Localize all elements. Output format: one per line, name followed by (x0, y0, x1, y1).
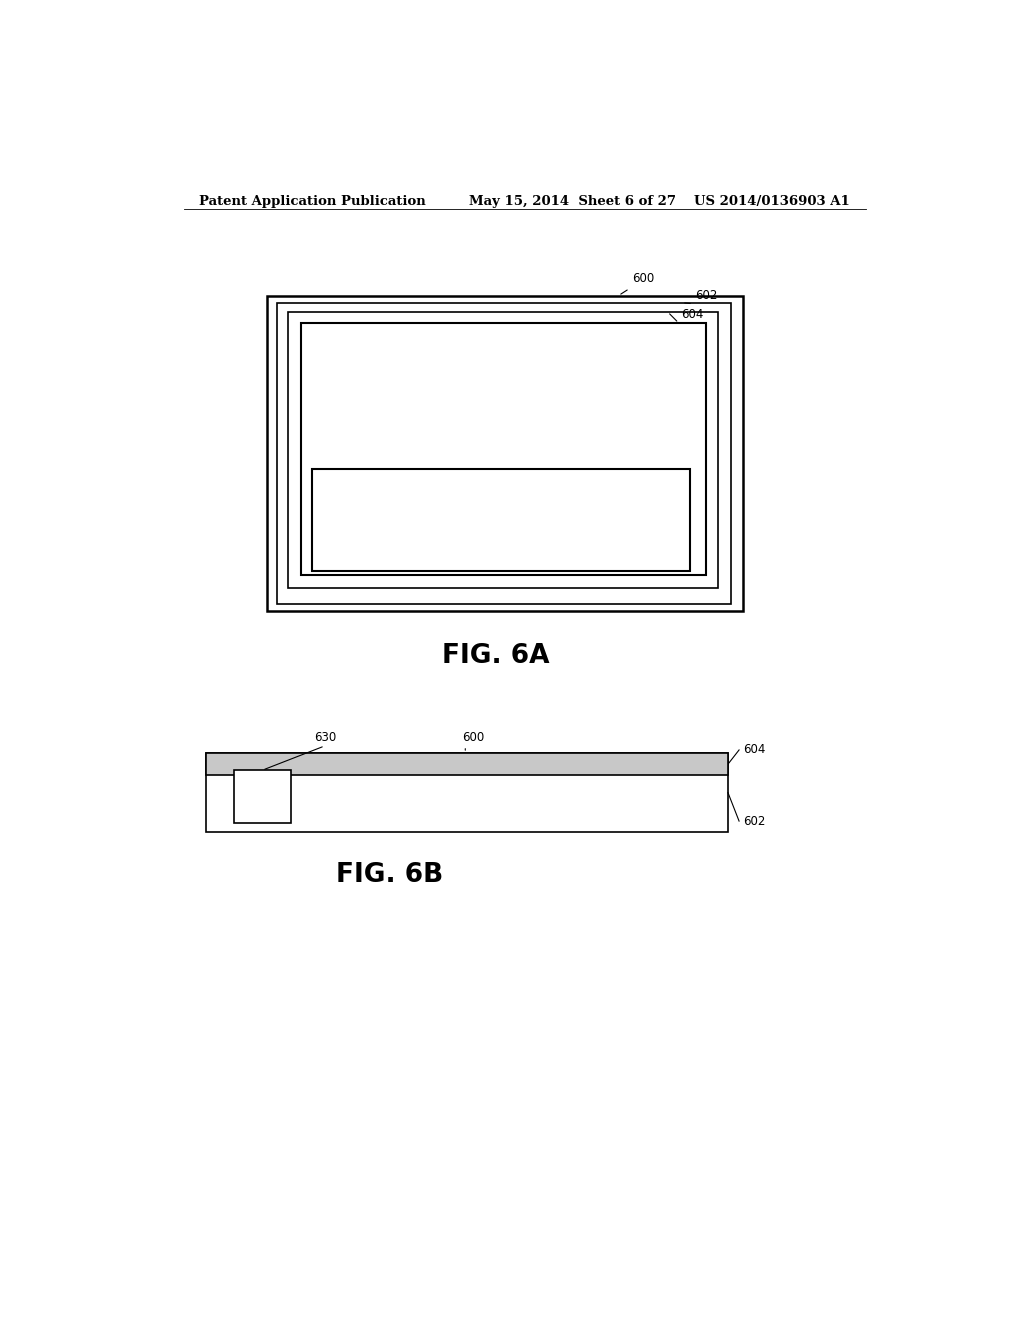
Text: MEMORY ARRAY: MEMORY ARRAY (381, 331, 470, 341)
Text: Patent Application Publication: Patent Application Publication (200, 195, 426, 209)
Text: MEMORY DEVICE: MEMORY DEVICE (391, 313, 484, 323)
Text: FIG. 6A: FIG. 6A (441, 643, 549, 669)
Bar (206, 752, 728, 775)
Bar (301, 323, 706, 576)
Text: May 15, 2014  Sheet 6 of 27: May 15, 2014 Sheet 6 of 27 (469, 195, 676, 209)
Text: FIG. 6B: FIG. 6B (336, 862, 443, 888)
Text: 604: 604 (681, 308, 703, 321)
Text: CONTROL LOGIC: CONTROL LOGIC (418, 430, 510, 440)
Text: 600: 600 (632, 272, 654, 285)
Text: NON-VOLATILE MEMORY ARRAY(S): NON-VOLATILE MEMORY ARRAY(S) (369, 521, 558, 532)
Text: 604: 604 (743, 743, 765, 756)
Text: 602: 602 (743, 814, 765, 828)
Text: 602: 602 (695, 289, 718, 302)
Text: 600: 600 (462, 731, 484, 744)
Text: US 2014/0136903 A1: US 2014/0136903 A1 (694, 195, 850, 209)
Bar (206, 752, 728, 833)
Bar (312, 470, 690, 572)
Bar (267, 296, 743, 611)
Bar (278, 302, 731, 603)
Bar (289, 312, 719, 589)
Text: 630: 630 (313, 731, 336, 744)
Text: 630: 630 (646, 449, 669, 461)
Bar (233, 771, 291, 824)
